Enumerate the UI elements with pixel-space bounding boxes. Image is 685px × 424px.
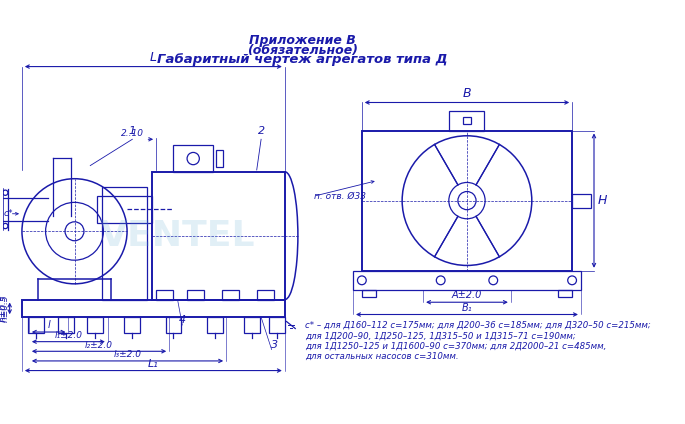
Text: B: B bbox=[462, 87, 471, 100]
Text: для остальных насосов с=310мм.: для остальных насосов с=310мм. bbox=[305, 352, 458, 361]
Bar bbox=[156, 290, 173, 301]
Text: (обязательное): (обязательное) bbox=[247, 44, 358, 57]
Text: l₂±2.0: l₂±2.0 bbox=[85, 340, 113, 349]
Bar bbox=[353, 271, 581, 290]
Bar bbox=[87, 317, 103, 333]
Text: для 1Д200–90, 1Д250–125, 1Д315–50 и 1Д315–71 с=190мм;: для 1Д200–90, 1Д250–125, 1Д315–50 и 1Д31… bbox=[305, 331, 575, 340]
Text: h±0.5: h±0.5 bbox=[0, 295, 8, 322]
Bar bbox=[572, 194, 591, 208]
Bar bbox=[362, 131, 572, 271]
Text: h±0.5: h±0.5 bbox=[1, 295, 10, 322]
Bar bbox=[28, 317, 44, 333]
Text: c*: c* bbox=[3, 209, 13, 218]
Bar bbox=[257, 290, 274, 301]
Text: l₁±2.0: l₁±2.0 bbox=[54, 331, 82, 340]
Text: Габаритный чертеж агрегатов типа Д: Габаритный чертеж агрегатов типа Д bbox=[157, 53, 447, 67]
Bar bbox=[22, 300, 285, 317]
Text: B₁: B₁ bbox=[462, 303, 472, 313]
Text: VENTEL: VENTEL bbox=[100, 219, 256, 253]
Bar bbox=[362, 290, 376, 297]
Text: H: H bbox=[597, 194, 607, 207]
Text: 4: 4 bbox=[179, 315, 186, 325]
Bar bbox=[125, 317, 140, 333]
Text: l: l bbox=[47, 320, 50, 330]
Text: п. отв. Ø33: п. отв. Ø33 bbox=[314, 192, 366, 201]
Text: 2..10: 2..10 bbox=[121, 128, 144, 137]
Bar bbox=[101, 187, 147, 300]
Bar bbox=[558, 290, 572, 297]
Bar bbox=[166, 317, 182, 333]
Text: L₁: L₁ bbox=[148, 359, 159, 369]
Bar bbox=[97, 196, 151, 223]
Text: для 1Д1250–125 и 1Д1600–90 с=370мм; для 2Д2000–21 с=485мм,: для 1Д1250–125 и 1Д1600–90 с=370мм; для … bbox=[305, 342, 606, 351]
Bar bbox=[449, 111, 484, 131]
Text: 1: 1 bbox=[129, 126, 136, 136]
Bar bbox=[207, 317, 223, 333]
Text: Приложение В: Приложение В bbox=[249, 34, 356, 47]
Bar bbox=[462, 117, 471, 124]
Bar bbox=[173, 145, 213, 172]
Bar bbox=[186, 290, 204, 301]
Text: 3: 3 bbox=[271, 340, 278, 349]
Text: l₃±2.0: l₃±2.0 bbox=[114, 350, 142, 359]
Bar bbox=[245, 317, 260, 333]
Bar bbox=[222, 290, 239, 301]
Bar bbox=[151, 172, 285, 300]
Text: с* – для Д160–112 с=175мм; для Д200–36 с=185мм; для Д320–50 с=215мм;: с* – для Д160–112 с=175мм; для Д200–36 с… bbox=[305, 321, 651, 329]
Bar bbox=[216, 150, 223, 167]
Text: A±2.0: A±2.0 bbox=[452, 290, 482, 301]
Text: 2: 2 bbox=[258, 126, 264, 136]
Text: L: L bbox=[150, 51, 157, 64]
Bar bbox=[269, 317, 285, 333]
Bar bbox=[58, 317, 73, 333]
